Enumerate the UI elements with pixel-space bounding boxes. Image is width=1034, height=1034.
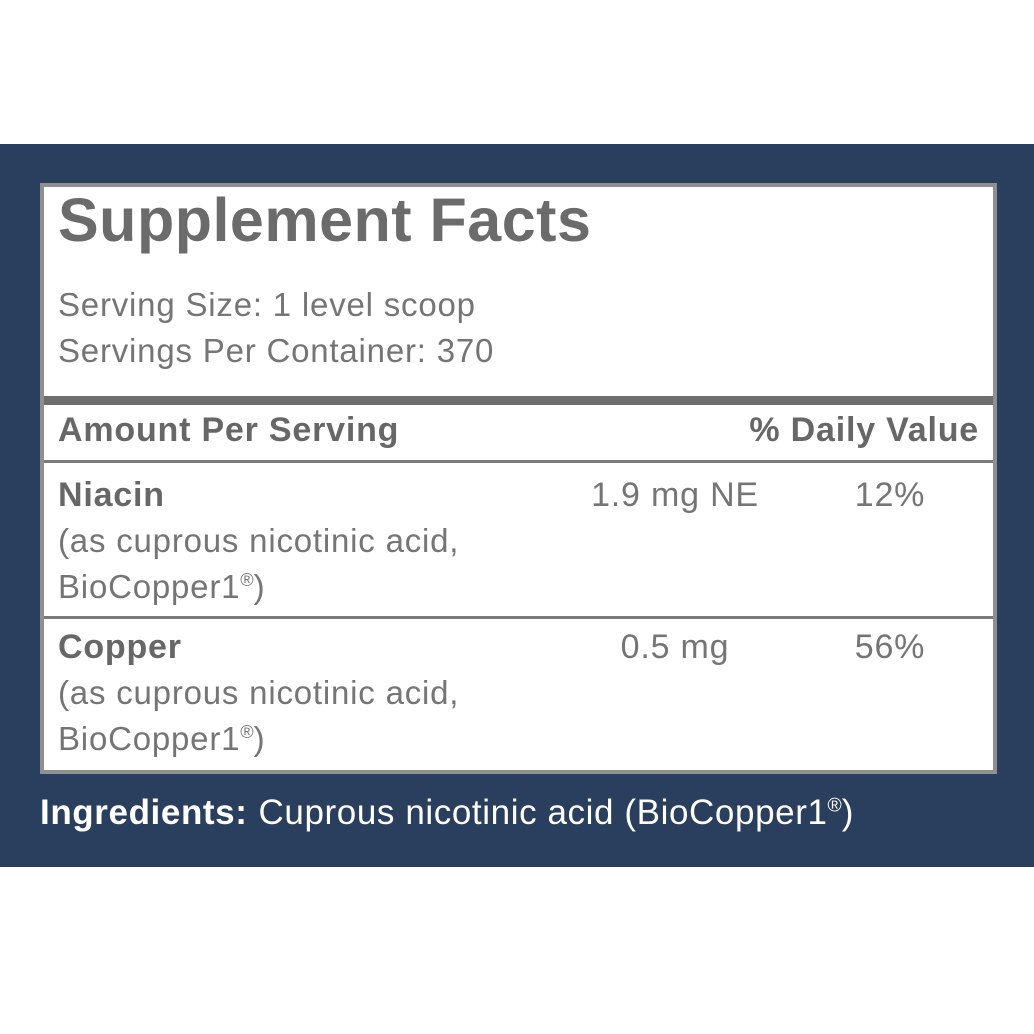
nutrient-source-line2: BioCopper1®) <box>58 564 979 610</box>
row-divider <box>44 616 993 619</box>
ingredients-close-paren: ) <box>841 793 854 832</box>
source-close-paren: ) <box>253 568 266 605</box>
thick-divider <box>44 396 993 405</box>
supplement-facts-panel: Supplement Facts Serving Size: 1 level s… <box>40 183 997 774</box>
nutrient-source-line1: (as cuprous nicotinic acid, <box>58 522 460 559</box>
serving-info: Serving Size: 1 level scoop Servings Per… <box>58 282 494 374</box>
source-brand: BioCopper1 <box>58 568 241 605</box>
servings-per-container-line: Servings Per Container: 370 <box>58 332 495 369</box>
ingredients-label: Ingredients: <box>40 793 248 832</box>
source-brand: BioCopper1 <box>58 720 241 757</box>
nutrient-amount: 1.9 mg NE <box>591 476 759 514</box>
registered-trademark-mark: ® <box>240 722 254 742</box>
nutrient-daily-value: 12% <box>854 476 926 514</box>
amount-per-serving-header: Amount Per Serving <box>58 411 400 449</box>
nutrient-daily-value: 56% <box>854 628 926 666</box>
nutrient-source-line1: (as cuprous nicotinic acid, <box>58 674 460 711</box>
serving-size-line: Serving Size: 1 level scoop <box>58 286 476 323</box>
nutrient-amount: 0.5 mg <box>620 628 730 666</box>
nutrient-source-line2: BioCopper1®) <box>58 716 979 762</box>
supplement-facts-title: Supplement Facts <box>58 186 592 254</box>
ingredients-line: Ingredients: Cuprous nicotinic acid (BioC… <box>40 790 854 836</box>
nutrient-row-niacin: Niacin 1.9 mg NE 12% (as cuprous nicotin… <box>44 472 993 610</box>
registered-trademark-mark: ® <box>827 795 842 817</box>
label-background-band: Supplement Facts Serving Size: 1 level s… <box>0 144 1034 867</box>
nutrient-row-copper: Copper 0.5 mg 56% (as cuprous nicotinic … <box>44 624 993 762</box>
nutrient-name: Niacin <box>58 476 165 514</box>
row-divider <box>44 460 993 463</box>
daily-value-header: % Daily Value <box>749 411 979 449</box>
nutrient-name: Copper <box>58 628 182 666</box>
ingredients-text: Cuprous nicotinic acid (BioCopper1 <box>258 793 828 832</box>
registered-trademark-mark: ® <box>240 570 254 590</box>
source-close-paren: ) <box>253 720 266 757</box>
table-header-row: Amount Per Serving % Daily Value <box>44 410 993 450</box>
